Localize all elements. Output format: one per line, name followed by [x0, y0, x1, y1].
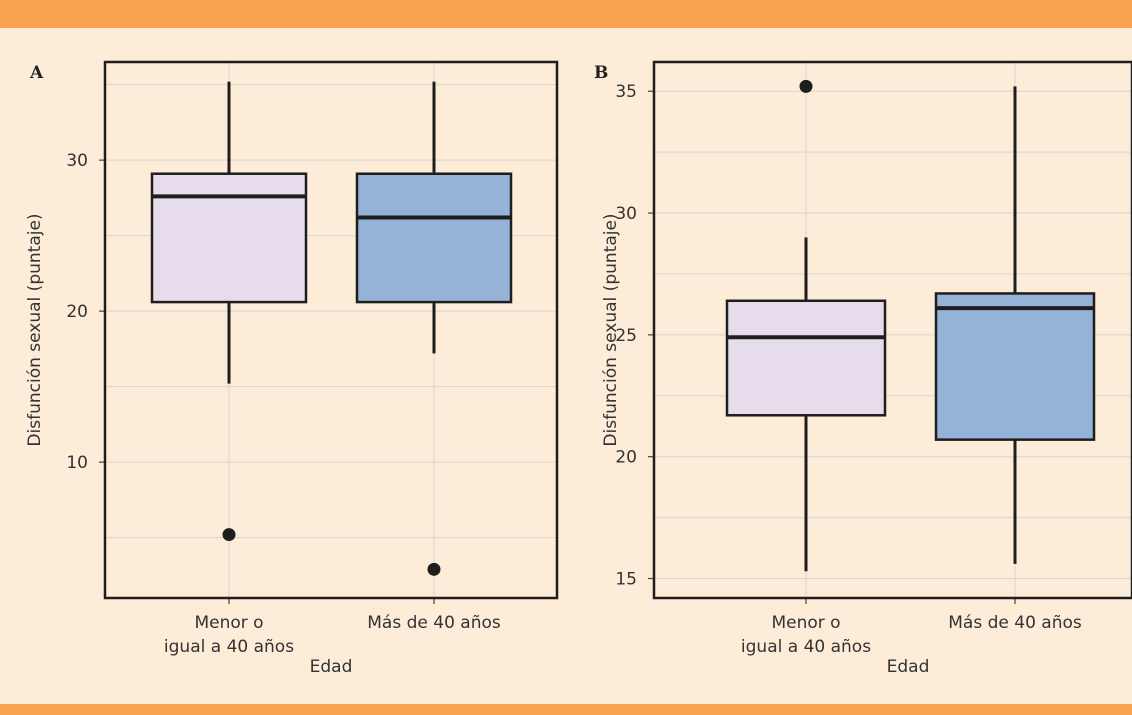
panel-a-y-tick-label: 10 [66, 453, 88, 473]
panel-a-y-tick-label: 20 [66, 302, 88, 322]
panel-a-box [150, 172, 308, 304]
panel-b-label: B [594, 63, 608, 83]
panel-b-y-tick-label: 15 [615, 570, 637, 590]
panel-b-box-group [934, 86, 1096, 564]
panel-a-x-tick-label: Más de 40 años [367, 613, 501, 633]
panel-b-x-axis-title: Edad [887, 657, 930, 677]
panel-b-x-tick-label: Menor o [771, 613, 840, 633]
top-orange-band [0, 0, 1132, 28]
panel-b-x-tick-label: igual a 40 años [741, 637, 871, 657]
bottom-orange-band [0, 704, 1132, 715]
panel-a-label: A [29, 63, 44, 83]
panel-a-box-group [355, 81, 513, 576]
panel-b-box-group [725, 79, 887, 572]
panel-b: B Disfunción sexual (puntaje) Edad 15 20 2… [594, 60, 1132, 677]
panel-a-box-group [150, 81, 308, 542]
panel-b-outlier-point [799, 79, 813, 93]
panel-a-y-axis-title: Disfunción sexual (puntaje) [25, 213, 45, 446]
panel-a-x-tick-label: igual a 40 años [164, 637, 294, 657]
panel-b-y-tick-label: 25 [615, 326, 637, 346]
panel-a-box [355, 172, 513, 304]
panel-b-box [934, 292, 1096, 441]
panel-b-x-tick-label: Más de 40 años [948, 613, 1082, 633]
panel-a: A Disfunción sexual (puntaje) Edad 10 20 3… [25, 60, 559, 677]
panel-a-frame [103, 60, 559, 600]
panel-b-box [725, 299, 887, 417]
panel-b-y-tick-label: 35 [615, 82, 637, 102]
panel-b-y-axis-title: Disfunción sexual (puntaje) [601, 213, 621, 446]
panel-a-outlier-point [222, 528, 236, 542]
panel-a-x-tick-label: Menor o [194, 613, 263, 633]
panel-a-plot-area [105, 62, 557, 598]
panel-a-x-axis-title: Edad [310, 657, 353, 677]
panel-a-outlier-point [427, 562, 441, 576]
panel-b-y-tick-label: 30 [615, 204, 637, 224]
panel-b-y-tick-label: 20 [615, 448, 637, 468]
panel-b-frame [652, 60, 1132, 600]
panel-a-y-tick-label: 30 [66, 151, 88, 171]
